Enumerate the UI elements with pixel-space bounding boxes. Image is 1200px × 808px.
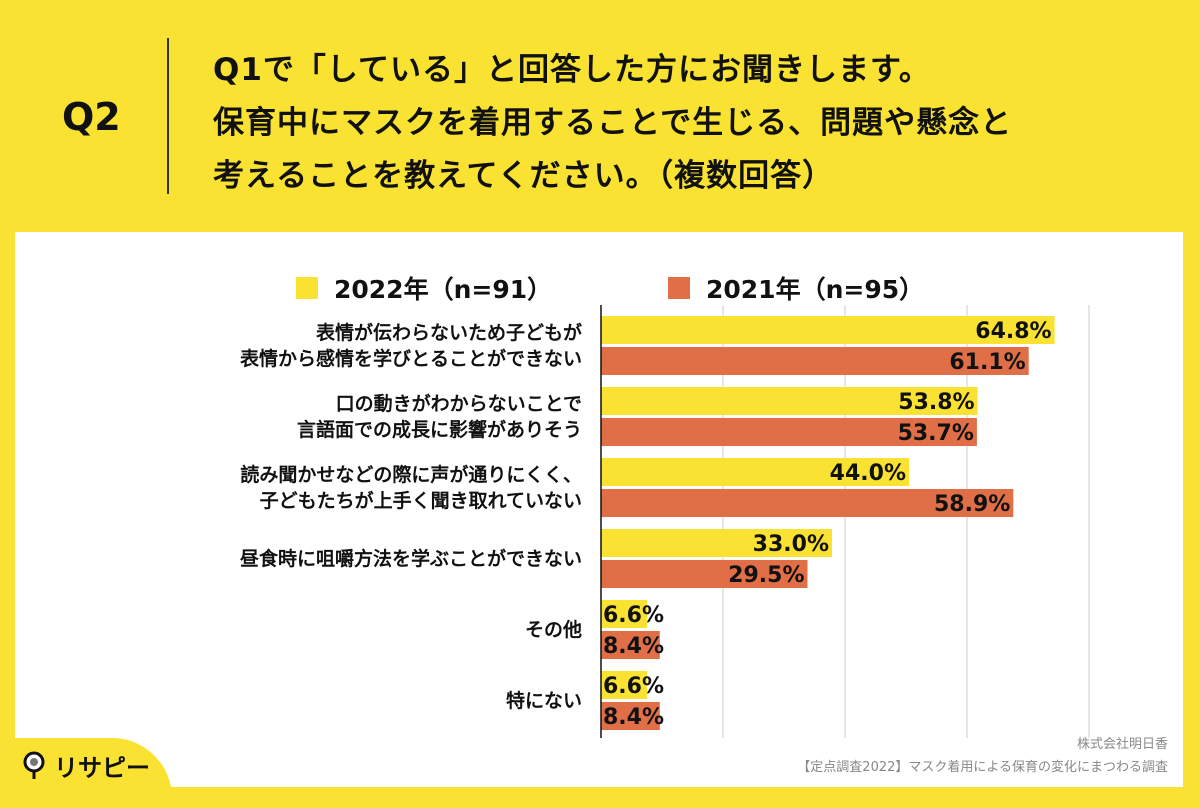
legend-label: 2021年（n=95）: [706, 275, 925, 304]
category-line: 昼食時に咀嚼方法を学ぶことができない: [239, 547, 582, 570]
legend-2021: 2021年（n=95）: [668, 270, 924, 306]
logo-text: リサピー: [54, 754, 150, 782]
page-title: Q1で「している」と回答した方にお聞きします。 保育中にマスクを着用することで生…: [213, 44, 1012, 203]
bar: [601, 489, 1014, 517]
bar: [601, 671, 648, 699]
bar: [601, 529, 832, 557]
title-line: 保育中にマスクを着用することで生じる、問題や懸念と: [213, 105, 1013, 141]
category-line: 子どもたちが上手く聞き取れていない: [259, 489, 582, 512]
category-label: 読み聞かせなどの際に声が通りにくく、子どもたちが上手く聞き取れていない: [240, 462, 582, 514]
data-label: 44.0%: [830, 461, 906, 486]
bar: [601, 387, 978, 415]
bar: [601, 560, 808, 588]
bar: [601, 702, 660, 730]
bar: [601, 418, 977, 446]
divider: [167, 38, 169, 194]
data-label: 61.1%: [949, 350, 1025, 375]
category-line: 言語面での成長に影響がありそう: [296, 418, 582, 441]
data-label: 53.7%: [898, 421, 974, 446]
category-label: その他: [525, 617, 582, 643]
data-label: 33.0%: [753, 532, 829, 557]
data-label: 6.6%: [603, 603, 664, 628]
legend-swatch: [296, 277, 318, 299]
category-label: 昼食時に咀嚼方法を学ぶことができない: [240, 546, 582, 572]
bar: [601, 316, 1055, 344]
category-label: 表情が伝わらないため子どもが表情から感情を学びとることができない: [240, 320, 582, 372]
logo-background: [0, 738, 172, 808]
title-line: Q1で「している」と回答した方にお聞きします。: [213, 52, 931, 88]
category-label: 口の動きがわからないことで言語面での成長に影響がありそう: [297, 391, 582, 443]
category-line: 表情から感情を学びとることができない: [239, 347, 582, 370]
category-line: 特にない: [505, 689, 582, 712]
category-line: 表情が伝わらないため子どもが: [315, 321, 582, 344]
source-survey: 【定点調査2022】マスク着用による保育の変化にまつわる調査: [797, 760, 1168, 775]
data-label: 8.4%: [603, 705, 664, 730]
data-label: 64.8%: [975, 319, 1051, 344]
bar: [601, 631, 660, 659]
logo: リサピー: [22, 748, 150, 783]
source-company: 株式会社明日香: [1076, 737, 1168, 752]
bar: [601, 600, 648, 628]
bar: [601, 347, 1029, 375]
category-label: 特にない: [506, 688, 582, 714]
category-line: その他: [524, 618, 582, 641]
title-line: 考えることを教えてください。（複数回答）: [213, 158, 835, 194]
legend-label: 2022年（n=91）: [334, 275, 553, 304]
category-line: 口の動きがわからないことで: [335, 392, 582, 415]
pin-icon: [23, 751, 45, 779]
legend-2022: 2022年（n=91）: [296, 270, 552, 306]
question-number: Q2: [62, 95, 121, 139]
data-label: 8.4%: [603, 634, 664, 659]
bar: [601, 458, 909, 486]
data-label: 53.8%: [898, 390, 974, 415]
data-label: 6.6%: [603, 674, 664, 699]
category-line: 読み聞かせなどの際に声が通りにくく、: [240, 463, 582, 486]
data-label: 58.9%: [934, 492, 1010, 517]
legend-swatch: [668, 277, 690, 299]
data-label: 29.5%: [728, 563, 804, 588]
